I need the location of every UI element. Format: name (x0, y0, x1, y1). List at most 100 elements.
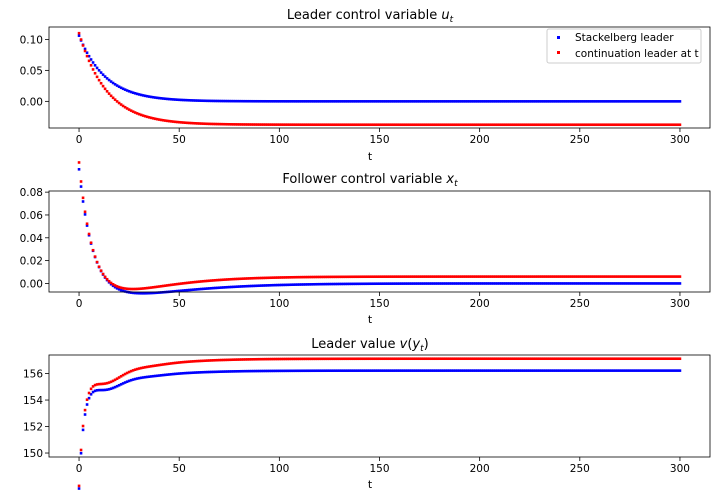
data-point (592, 123, 596, 127)
data-point (83, 49, 87, 53)
data-point (506, 282, 509, 285)
data-point (622, 369, 626, 372)
data-point (117, 285, 121, 289)
data-point (580, 369, 584, 372)
data-point (101, 84, 105, 88)
data-point (514, 123, 518, 127)
data-point (612, 100, 616, 103)
data-point (402, 357, 405, 361)
data-point (223, 122, 227, 126)
data-point (494, 369, 497, 372)
data-point (580, 275, 584, 278)
data-point (522, 369, 526, 372)
data-point (420, 275, 423, 278)
data-point (492, 123, 495, 127)
data-point (462, 369, 465, 372)
data-point (676, 123, 680, 127)
data-point (410, 100, 413, 103)
data-point (270, 369, 273, 373)
data-point (252, 358, 255, 361)
data-point (376, 123, 379, 127)
data-point (578, 275, 582, 278)
data-point (386, 369, 389, 372)
data-point (304, 123, 307, 126)
data-point (213, 122, 217, 126)
data-point (414, 123, 417, 127)
data-point (590, 275, 594, 278)
data-point (201, 359, 205, 363)
data-point (606, 282, 610, 285)
data-point (552, 275, 556, 278)
data-point (125, 380, 129, 383)
data-point (412, 100, 415, 103)
data-point (151, 374, 155, 378)
data-point (336, 123, 339, 127)
data-point (648, 275, 652, 278)
data-series (77, 31, 682, 127)
data-point (538, 123, 542, 127)
data-point (500, 123, 503, 127)
data-point (350, 369, 353, 372)
data-point (664, 357, 668, 361)
data-point (328, 275, 331, 279)
data-point (406, 123, 409, 127)
data-point (284, 276, 287, 279)
data-point (668, 100, 672, 103)
data-point (486, 275, 489, 278)
data-point (300, 283, 303, 286)
x-tick-label: 50 (173, 463, 186, 475)
data-point (318, 275, 321, 279)
data-point (330, 100, 333, 103)
data-point (364, 123, 367, 127)
data-point (416, 275, 419, 278)
data-point (93, 255, 97, 258)
data-point (286, 357, 289, 361)
data-point (378, 357, 381, 361)
data-point (418, 275, 421, 278)
data-point (163, 362, 167, 366)
data-point (292, 283, 295, 286)
data-point (241, 123, 245, 126)
data-point (81, 428, 85, 432)
data-point (562, 275, 566, 278)
data-point (396, 123, 399, 127)
data-point (464, 369, 467, 372)
data-point (476, 275, 479, 278)
data-point (183, 121, 187, 124)
data-point (526, 123, 530, 127)
data-point (434, 357, 437, 361)
data-point (464, 123, 467, 127)
data-point (422, 100, 425, 103)
data-point (147, 286, 151, 290)
data-point (628, 100, 632, 103)
data-point (215, 278, 219, 282)
data-point (598, 275, 602, 278)
data-point (119, 288, 123, 292)
data-point (608, 369, 612, 372)
data-point (376, 275, 379, 278)
data-point (656, 357, 660, 361)
panel-title-subscript: t (450, 15, 454, 25)
data-point (650, 100, 654, 103)
data-point (662, 275, 666, 278)
data-point (356, 100, 359, 103)
data-point (233, 358, 237, 361)
data-point (260, 369, 263, 373)
data-point (117, 288, 121, 291)
data-point (412, 369, 415, 372)
data-point (482, 282, 485, 285)
data-point (141, 287, 145, 290)
data-point (548, 100, 552, 103)
data-point (426, 369, 429, 372)
data-point (352, 275, 355, 279)
data-point (496, 369, 499, 372)
data-point (566, 100, 570, 103)
data-point (153, 364, 157, 367)
data-point (618, 282, 622, 285)
data-point (516, 282, 520, 285)
data-point (366, 357, 369, 361)
data-point (632, 275, 636, 278)
data-point (115, 100, 119, 103)
data-point (400, 123, 403, 127)
data-point (258, 357, 261, 361)
